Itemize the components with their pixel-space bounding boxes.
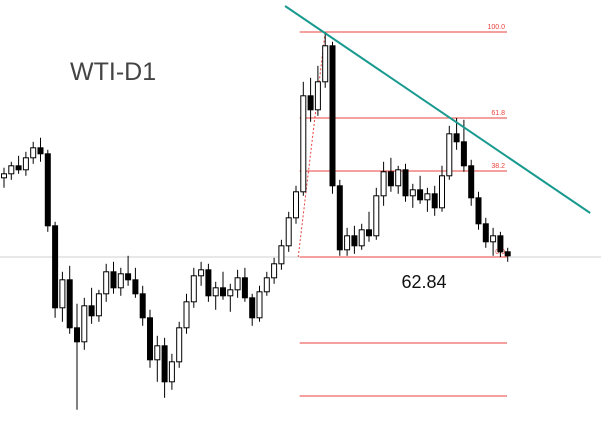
- candle-body: [475, 197, 482, 225]
- candle-body: [81, 305, 88, 343]
- candle-body: [293, 191, 299, 219]
- candle-body: [439, 175, 445, 209]
- candle-body: [88, 305, 95, 317]
- candle-body: [256, 291, 263, 319]
- candle-body: [110, 271, 117, 289]
- candle-body: [336, 185, 343, 251]
- candle-body: [52, 225, 59, 309]
- candle-body: [314, 81, 321, 111]
- candle-body: [446, 133, 453, 177]
- candle-body: [402, 169, 409, 197]
- candle-body: [351, 235, 358, 247]
- candle-body: [59, 279, 66, 309]
- candle-body: [37, 147, 44, 155]
- candle-body: [329, 45, 336, 187]
- candle-body: [460, 141, 467, 167]
- candle-body: [1, 173, 7, 179]
- price-label: 62.84: [401, 272, 446, 292]
- candle-body: [344, 235, 351, 251]
- candle-body: [395, 169, 402, 187]
- trendline: [284, 5, 591, 214]
- candle-body: [154, 345, 161, 361]
- candle-body: [249, 297, 256, 319]
- candle-body: [497, 235, 504, 253]
- candle-body: [66, 279, 73, 329]
- candle-body: [168, 361, 175, 383]
- candle-body: [504, 251, 511, 257]
- candle-body: [358, 229, 365, 247]
- candle-body: [147, 317, 153, 361]
- candle-body: [132, 279, 139, 295]
- candle-body: [212, 287, 219, 297]
- candle-body: [44, 153, 51, 227]
- candle-body: [300, 95, 307, 193]
- candle-body: [125, 273, 132, 281]
- candle-body: [468, 165, 475, 199]
- candle-body: [117, 273, 124, 289]
- candle-body: [234, 277, 241, 291]
- candle-body: [482, 223, 489, 243]
- candle-body: [278, 245, 285, 265]
- fib-label: 38.2: [491, 163, 505, 170]
- fib-label: 100.0: [487, 24, 505, 31]
- candle-body: [176, 327, 183, 363]
- candle-body: [387, 171, 394, 187]
- candle-body: [30, 147, 37, 159]
- candle-body: [161, 345, 168, 383]
- candle-body: [15, 165, 22, 171]
- candle-body: [22, 157, 29, 171]
- candle-body: [220, 287, 226, 297]
- candle-body: [417, 189, 424, 201]
- candle-body: [227, 289, 234, 297]
- chart-title: WTI-D1: [70, 58, 156, 86]
- candle-body: [198, 269, 205, 277]
- candle-body: [373, 195, 380, 237]
- candle-body: [490, 235, 497, 243]
- candle-body: [190, 275, 197, 303]
- fib-label: 61.8: [491, 110, 505, 117]
- candle-body: [285, 217, 292, 247]
- candle-body: [205, 269, 212, 297]
- candle-body: [424, 193, 431, 201]
- candle-body: [74, 327, 80, 343]
- fib-anchor: [297, 31, 326, 258]
- candle-body: [103, 271, 110, 295]
- candle-body: [139, 293, 146, 319]
- candle-body: [271, 263, 278, 279]
- candle-body: [380, 171, 387, 197]
- candle-body: [8, 165, 15, 175]
- candle-body: [431, 193, 438, 209]
- candle-body: [453, 133, 460, 143]
- candle-body: [95, 293, 102, 317]
- candle-body: [263, 277, 270, 293]
- candle-body: [409, 189, 416, 197]
- candle-body: [307, 95, 314, 111]
- candle-body: [241, 277, 248, 299]
- candle-body: [183, 301, 190, 329]
- candle-body: [322, 45, 329, 83]
- candle-body: [366, 229, 372, 237]
